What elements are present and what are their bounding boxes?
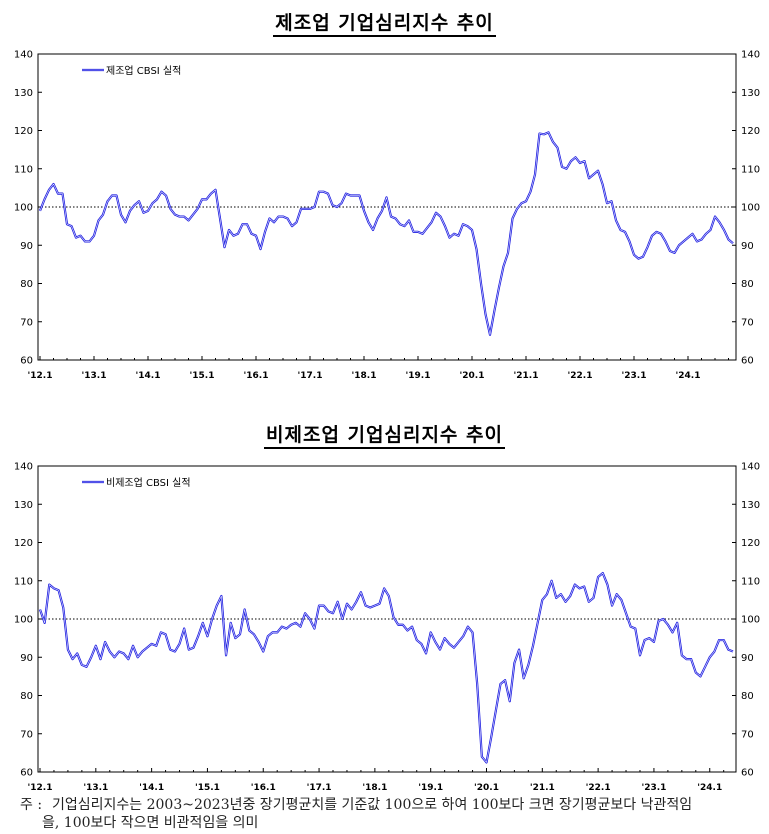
- chart-title: 비제조업 기업심리지수 추이: [0, 420, 769, 449]
- y-tick-label-right: 140: [741, 50, 760, 61]
- x-tick-label: '19.1: [418, 783, 443, 793]
- x-tick-label: '12.1: [28, 371, 53, 381]
- non-manufacturing-cbsi-chart: 60 60 70 70 80 80 90 90 100 100 110 110 120 120 130 130…: [14, 462, 760, 794]
- series-line-highlight: [39, 572, 734, 763]
- x-tick-label: '17.1: [298, 371, 323, 381]
- x-tick-label: '14.1: [136, 371, 161, 381]
- y-tick-label-left: 120: [14, 126, 33, 137]
- x-tick-label: '23.1: [622, 371, 647, 381]
- y-tick-label-left: 130: [14, 88, 33, 99]
- x-tick-label: '24.1: [676, 371, 701, 381]
- x-tick-label: '22.1: [586, 783, 611, 793]
- y-tick-label-left: 110: [14, 576, 33, 587]
- x-tick-label: '21.1: [530, 783, 555, 793]
- series-line: [38, 572, 734, 764]
- y-tick-label-left: 60: [20, 356, 33, 367]
- x-tick-label: '15.1: [195, 783, 220, 793]
- x-tick-label: '17.1: [307, 783, 332, 793]
- y-tick-label-right: 120: [741, 126, 760, 137]
- y-tick-label-left: 80: [20, 691, 33, 702]
- y-tick-label-left: 130: [14, 500, 33, 511]
- y-tick-label-right: 80: [741, 279, 754, 290]
- x-tick-label: '16.1: [251, 783, 276, 793]
- x-tick-label: '20.1: [460, 371, 485, 381]
- y-tick-label-right: 110: [741, 576, 760, 587]
- y-tick-label-left: 100: [14, 203, 33, 214]
- y-tick-label-right: 60: [741, 356, 754, 367]
- x-tick-label: '15.1: [190, 371, 215, 381]
- manufacturing-cbsi-chart: 60 60 70 70 80 80 90 90 100 100 110 110 120 120 130 130…: [14, 50, 760, 382]
- x-tick-label: '18.1: [362, 783, 387, 793]
- y-tick-label-left: 90: [20, 653, 33, 664]
- x-tick-label: '20.1: [474, 783, 499, 793]
- x-tick-label: '16.1: [244, 371, 269, 381]
- y-tick-label-left: 70: [20, 729, 33, 740]
- x-tick-label: '12.1: [28, 783, 53, 793]
- y-tick-label-right: 100: [741, 203, 760, 214]
- footnote: 주 : 기업심리지수는 2003~2023년중 장기평균치를 기준값 100으로 …: [20, 796, 765, 832]
- footnote-line-1: 주 : 기업심리지수는 2003~2023년중 장기평균치를 기준값 100으로 …: [20, 796, 765, 814]
- x-tick-label: '21.1: [514, 371, 539, 381]
- plot-frame: [37, 465, 737, 773]
- y-tick-label-right: 130: [741, 88, 760, 99]
- y-tick-label-left: 140: [14, 50, 33, 61]
- legend: 제조업 CBSI 실적: [82, 64, 181, 77]
- y-tick-label-right: 130: [741, 500, 760, 511]
- y-tick-label-right: 90: [741, 653, 754, 664]
- legend-label: 제조업 CBSI 실적: [106, 64, 181, 77]
- footnote-text-1: 기업심리지수는 2003~2023년중 장기평균치를 기준값 100으로 하여 …: [52, 797, 693, 813]
- y-tick-label-right: 90: [741, 241, 754, 252]
- y-tick-label-right: 60: [741, 768, 754, 779]
- x-tick-label: '23.1: [641, 783, 666, 793]
- y-tick-label-right: 110: [741, 164, 760, 175]
- y-tick-label-right: 100: [741, 615, 760, 626]
- x-tick-label: '14.1: [139, 783, 164, 793]
- legend: 비제조업 CBSI 실적: [82, 476, 191, 489]
- x-tick-label: '13.1: [82, 371, 107, 381]
- y-tick-label-left: 90: [20, 241, 33, 252]
- y-tick-label-right: 70: [741, 317, 754, 328]
- y-tick-label-left: 100: [14, 615, 33, 626]
- x-tick-label: '18.1: [352, 371, 377, 381]
- y-tick-label-left: 140: [14, 462, 33, 473]
- chart-title-text: 제조업 기업심리지수 추이: [273, 12, 496, 37]
- y-tick-label-left: 60: [20, 768, 33, 779]
- y-tick-label-left: 110: [14, 164, 33, 175]
- y-tick-label-right: 80: [741, 691, 754, 702]
- y-tick-label-right: 70: [741, 729, 754, 740]
- y-tick-label-left: 120: [14, 538, 33, 549]
- chart-title: 제조업 기업심리지수 추이: [0, 8, 769, 37]
- x-tick-label: '22.1: [568, 371, 593, 381]
- series-line-highlight: [39, 132, 734, 336]
- footnote-prefix: 주 :: [20, 797, 43, 813]
- x-tick-label: '24.1: [697, 783, 722, 793]
- y-tick-label-right: 120: [741, 538, 760, 549]
- x-tick-label: '19.1: [406, 371, 431, 381]
- y-tick-label-left: 80: [20, 279, 33, 290]
- y-tick-label-right: 140: [741, 462, 760, 473]
- legend-label: 비제조업 CBSI 실적: [106, 476, 191, 489]
- series-line: [38, 131, 734, 336]
- x-tick-label: '13.1: [83, 783, 108, 793]
- plot-frame: [37, 53, 737, 361]
- chart-title-text: 비제조업 기업심리지수 추이: [264, 424, 505, 449]
- footnote-line-2: 을, 100보다 작으면 비관적임을 의미: [42, 815, 259, 831]
- y-tick-label-left: 70: [20, 317, 33, 328]
